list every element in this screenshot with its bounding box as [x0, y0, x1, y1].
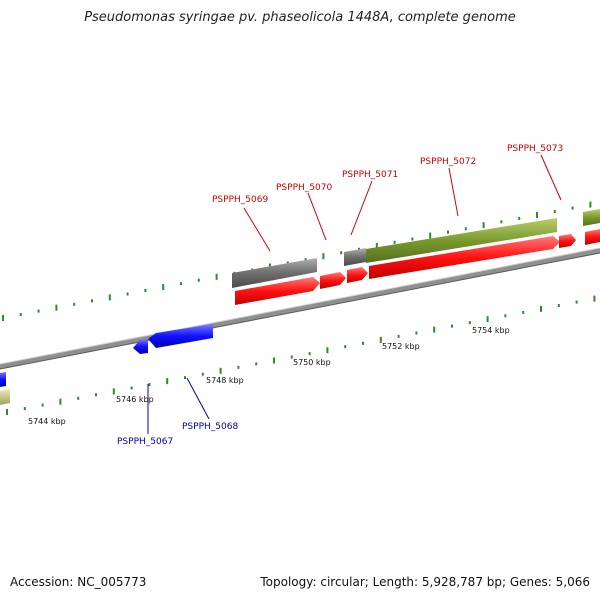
- minor-tick: [184, 376, 186, 380]
- scale-label-5744: 5744 kbp: [28, 417, 66, 426]
- minor-tick: [411, 237, 414, 241]
- minor-tick: [148, 383, 151, 386]
- minor-tick: [77, 396, 80, 400]
- major-tick: [536, 211, 538, 218]
- reverse-cds-partial[interactable]: [0, 372, 6, 387]
- minor-tick: [397, 334, 400, 338]
- minor-tick: [464, 227, 467, 231]
- accession-label: Accession: NC_005773: [10, 575, 147, 589]
- tick-row-upper: [2, 201, 592, 321]
- minor-tick: [255, 362, 258, 366]
- minor-tick: [197, 278, 200, 282]
- major-tick: [6, 409, 8, 415]
- label-pspph-5068: PSPPH_5068: [182, 422, 238, 432]
- major-tick: [55, 304, 58, 311]
- gene-pspph-5068[interactable]: [148, 324, 213, 348]
- minor-tick: [304, 258, 307, 262]
- topology-label: Topology: circular; Length: 5,928,787 bp…: [260, 575, 590, 589]
- major-tick: [2, 315, 4, 321]
- minor-tick: [553, 210, 556, 213]
- minor-tick: [340, 251, 343, 255]
- major-tick: [540, 305, 542, 312]
- minor-tick: [415, 331, 418, 335]
- scale-label-5748: 5748 kbp: [206, 376, 244, 385]
- major-tick: [59, 398, 62, 405]
- minor-tick: [144, 289, 147, 292]
- minor-tick: [180, 282, 182, 286]
- forward-cds-partial[interactable]: [585, 229, 600, 245]
- minor-tick: [500, 220, 503, 224]
- minor-tick: [393, 240, 396, 244]
- minor-tick: [126, 292, 129, 296]
- minor-tick: [41, 403, 44, 407]
- minor-tick: [308, 352, 311, 356]
- major-tick: [589, 201, 592, 208]
- gene-pspph-5071[interactable]: [347, 267, 368, 283]
- scale-label-5754: 5754 kbp: [472, 326, 510, 335]
- minor-tick: [447, 230, 449, 234]
- label-pspph-5071: PSPPH_5071: [342, 170, 398, 180]
- minor-tick: [91, 299, 93, 303]
- minor-tick: [237, 365, 240, 369]
- map-title: Pseudomonas syringae pv. phaseolicola 14…: [84, 10, 516, 25]
- minor-tick: [201, 372, 204, 376]
- major-tick: [429, 232, 432, 239]
- minor-tick: [504, 314, 507, 318]
- minor-tick: [362, 341, 364, 345]
- scale-label-5750: 5750 kbp: [293, 358, 331, 367]
- minor-tick: [37, 309, 40, 313]
- label-pspph-5067: PSPPH_5067: [117, 437, 173, 447]
- minor-tick: [23, 407, 26, 411]
- scale-label-5752: 5752 kbp: [382, 342, 420, 351]
- major-tick: [379, 336, 382, 343]
- major-tick: [166, 378, 169, 385]
- minor-tick: [557, 304, 560, 307]
- minor-tick: [451, 324, 453, 328]
- major-tick: [162, 284, 165, 291]
- major-tick: [112, 388, 115, 395]
- minor-tick: [518, 216, 521, 220]
- gene-pspph-5069[interactable]: [235, 277, 320, 305]
- scale-label-5746: 5746 kbp: [116, 395, 154, 404]
- minor-tick: [575, 300, 578, 304]
- minor-tick: [73, 302, 76, 306]
- reverse-feature-partial[interactable]: [0, 389, 10, 405]
- major-tick: [375, 242, 378, 249]
- gene-pspph-5072[interactable]: [369, 236, 560, 279]
- minor-tick: [130, 386, 133, 390]
- label-pspph-5073: PSPPH_5073: [507, 144, 563, 154]
- label-leaders: [147, 154, 562, 434]
- gene-pspph-5067[interactable]: [133, 339, 148, 354]
- major-tick: [433, 326, 436, 333]
- tick-row-lower: [6, 295, 596, 415]
- major-tick: [108, 294, 111, 301]
- minor-tick: [522, 310, 525, 314]
- major-tick: [219, 367, 222, 374]
- minor-tick: [286, 261, 289, 265]
- major-tick: [593, 295, 596, 302]
- green-feature[interactable]: [366, 218, 557, 263]
- gray-feature-1[interactable]: [232, 258, 317, 288]
- major-tick: [486, 316, 489, 323]
- major-tick: [273, 357, 275, 364]
- gene-pspph-5073[interactable]: [559, 234, 576, 248]
- major-tick: [215, 273, 218, 280]
- gray-feature-2[interactable]: [344, 248, 366, 266]
- minor-tick: [468, 321, 471, 325]
- minor-tick: [344, 345, 347, 349]
- minor-tick: [19, 313, 22, 317]
- major-tick: [326, 347, 329, 354]
- major-tick: [482, 222, 485, 229]
- label-pspph-5069: PSPPH_5069: [212, 195, 268, 205]
- major-tick: [322, 253, 325, 260]
- label-pspph-5072: PSPPH_5072: [420, 157, 476, 167]
- minor-tick: [290, 355, 293, 359]
- minor-tick: [95, 393, 97, 397]
- minor-tick: [571, 206, 574, 210]
- gene-pspph-5070[interactable]: [320, 272, 346, 289]
- green-feature-partial[interactable]: [583, 209, 600, 226]
- label-pspph-5070: PSPPH_5070: [276, 183, 332, 193]
